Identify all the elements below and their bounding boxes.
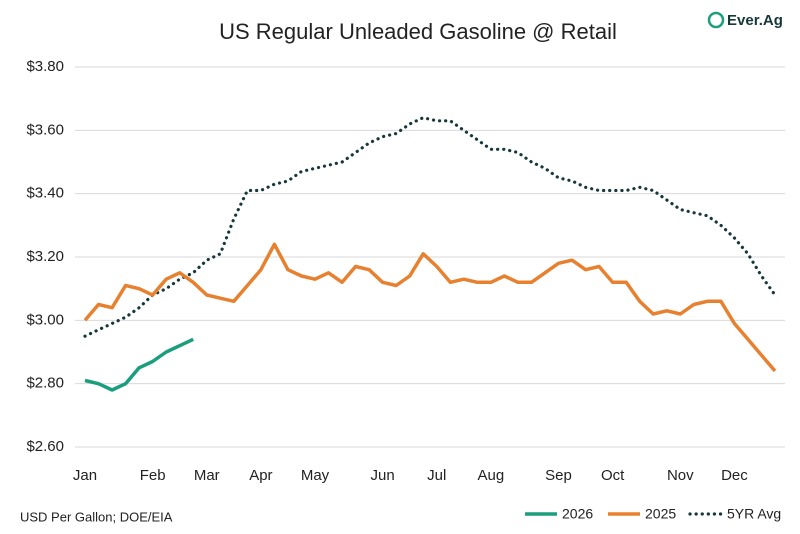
series-line (83, 116, 777, 338)
legend-label: 5YR Avg (727, 506, 781, 522)
x-tick-label: Aug (478, 467, 505, 484)
series-line (84, 337, 194, 392)
x-tick-label: Nov (667, 467, 694, 484)
y-tick-label: $2.60 (26, 438, 64, 455)
x-tick-label: Mar (194, 467, 220, 484)
x-tick-label: Dec (721, 467, 748, 484)
legend-label: 2025 (645, 506, 676, 522)
y-tick-label: $2.80 (26, 375, 64, 392)
logo-text: Ever.Ag (727, 12, 783, 29)
x-tick-label: Feb (140, 467, 166, 484)
source-note: USD Per Gallon; DOE/EIA (20, 509, 173, 524)
x-tick-label: May (301, 467, 330, 484)
x-tick-label: Jan (73, 467, 97, 484)
logo-icon (707, 11, 725, 29)
chart-title: US Regular Unleaded Gasoline @ Retail (219, 19, 617, 44)
logo: Ever.Ag (707, 11, 783, 29)
x-tick-label: Jun (371, 467, 395, 484)
legend-label: 2026 (562, 506, 593, 522)
y-tick-label: $3.00 (26, 311, 64, 328)
x-tick-label: Jul (427, 467, 446, 484)
y-tick-label: $3.20 (26, 248, 64, 265)
y-tick-label: $3.40 (26, 185, 64, 202)
x-tick-label: Sep (545, 467, 572, 484)
y-tick-label: $3.60 (26, 121, 64, 138)
y-tick-label: $3.80 (26, 58, 64, 75)
series-line (83, 242, 777, 373)
x-tick-label: Oct (601, 467, 625, 484)
x-tick-label: Apr (249, 467, 272, 484)
